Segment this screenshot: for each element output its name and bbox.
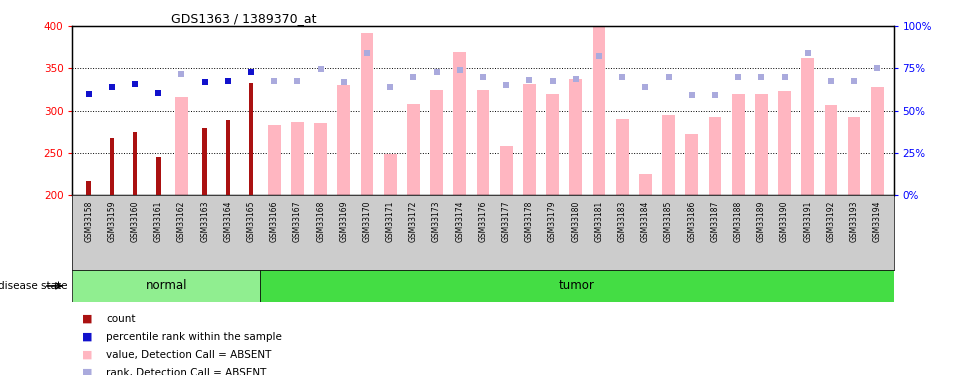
Text: GSM33181: GSM33181 (594, 201, 604, 242)
Bar (848, 117, 861, 195)
Bar (453, 52, 467, 195)
Bar (260, 270, 894, 302)
Bar (291, 122, 304, 195)
Bar (732, 94, 745, 195)
Bar (709, 117, 722, 195)
Text: GSM33163: GSM33163 (200, 201, 210, 243)
Text: GSM33184: GSM33184 (640, 201, 650, 242)
Text: GSM33171: GSM33171 (385, 201, 395, 242)
Text: normal: normal (146, 279, 187, 292)
Text: GDS1363 / 1389370_at: GDS1363 / 1389370_at (171, 12, 317, 25)
Text: GSM33174: GSM33174 (455, 201, 465, 243)
Text: GSM33187: GSM33187 (710, 201, 720, 242)
Bar (546, 94, 559, 195)
Text: GSM33189: GSM33189 (756, 201, 766, 242)
Text: percentile rank within the sample: percentile rank within the sample (106, 332, 282, 342)
Text: GSM33177: GSM33177 (501, 201, 511, 243)
Text: GSM33158: GSM33158 (84, 201, 93, 242)
Bar (314, 123, 327, 195)
Text: GSM33191: GSM33191 (803, 201, 812, 242)
Bar (249, 83, 253, 195)
Text: GSM33185: GSM33185 (664, 201, 673, 242)
Text: GSM33180: GSM33180 (571, 201, 581, 242)
Text: GSM33190: GSM33190 (780, 201, 789, 243)
Bar (360, 33, 374, 195)
Text: GSM33165: GSM33165 (246, 201, 256, 243)
Bar (569, 79, 582, 195)
Bar (110, 138, 114, 195)
Text: GSM33194: GSM33194 (873, 201, 882, 243)
Bar (499, 146, 513, 195)
Text: GSM33162: GSM33162 (177, 201, 186, 242)
Text: ■: ■ (82, 332, 93, 342)
Text: disease state: disease state (0, 281, 68, 291)
Text: GSM33167: GSM33167 (293, 201, 302, 243)
Bar (86, 181, 91, 195)
Text: GSM33186: GSM33186 (687, 201, 696, 242)
Bar (430, 90, 443, 195)
Bar (72, 270, 260, 302)
Bar (407, 104, 420, 195)
Bar (156, 157, 160, 195)
Text: GSM33166: GSM33166 (270, 201, 279, 243)
Text: GSM33168: GSM33168 (316, 201, 326, 242)
Text: tumor: tumor (559, 279, 595, 292)
Text: GSM33159: GSM33159 (107, 201, 116, 243)
Text: GSM33193: GSM33193 (850, 201, 859, 243)
Text: GSM33192: GSM33192 (827, 201, 836, 242)
Text: GSM33169: GSM33169 (339, 201, 349, 243)
Text: GSM33188: GSM33188 (733, 201, 743, 242)
Bar (755, 94, 768, 195)
Bar (639, 174, 652, 195)
Text: GSM33172: GSM33172 (409, 201, 418, 242)
Bar (802, 58, 814, 195)
Text: rank, Detection Call = ABSENT: rank, Detection Call = ABSENT (106, 368, 267, 375)
Bar (592, 26, 606, 195)
Text: ■: ■ (82, 314, 93, 324)
Text: GSM33161: GSM33161 (154, 201, 163, 242)
Bar (825, 105, 838, 195)
Bar (384, 154, 397, 195)
Bar (871, 87, 884, 195)
Text: GSM33179: GSM33179 (548, 201, 557, 243)
Bar (523, 84, 536, 195)
Text: GSM33160: GSM33160 (130, 201, 139, 243)
Bar (662, 115, 675, 195)
Bar (337, 86, 351, 195)
Bar (779, 91, 791, 195)
Bar (268, 125, 281, 195)
Text: GSM33164: GSM33164 (223, 201, 233, 243)
Text: GSM33183: GSM33183 (617, 201, 627, 242)
Text: GSM33176: GSM33176 (478, 201, 488, 243)
Bar (226, 120, 230, 195)
Bar (203, 128, 207, 195)
Bar (615, 119, 629, 195)
Text: ■: ■ (82, 368, 93, 375)
Text: GSM33170: GSM33170 (362, 201, 372, 243)
Bar (476, 90, 490, 195)
Text: value, Detection Call = ABSENT: value, Detection Call = ABSENT (106, 350, 271, 360)
Bar (133, 132, 137, 195)
Bar (685, 134, 698, 195)
Text: GSM33178: GSM33178 (525, 201, 534, 242)
Bar (175, 97, 187, 195)
Text: count: count (106, 314, 136, 324)
Text: ■: ■ (82, 350, 93, 360)
Text: GSM33173: GSM33173 (432, 201, 441, 243)
